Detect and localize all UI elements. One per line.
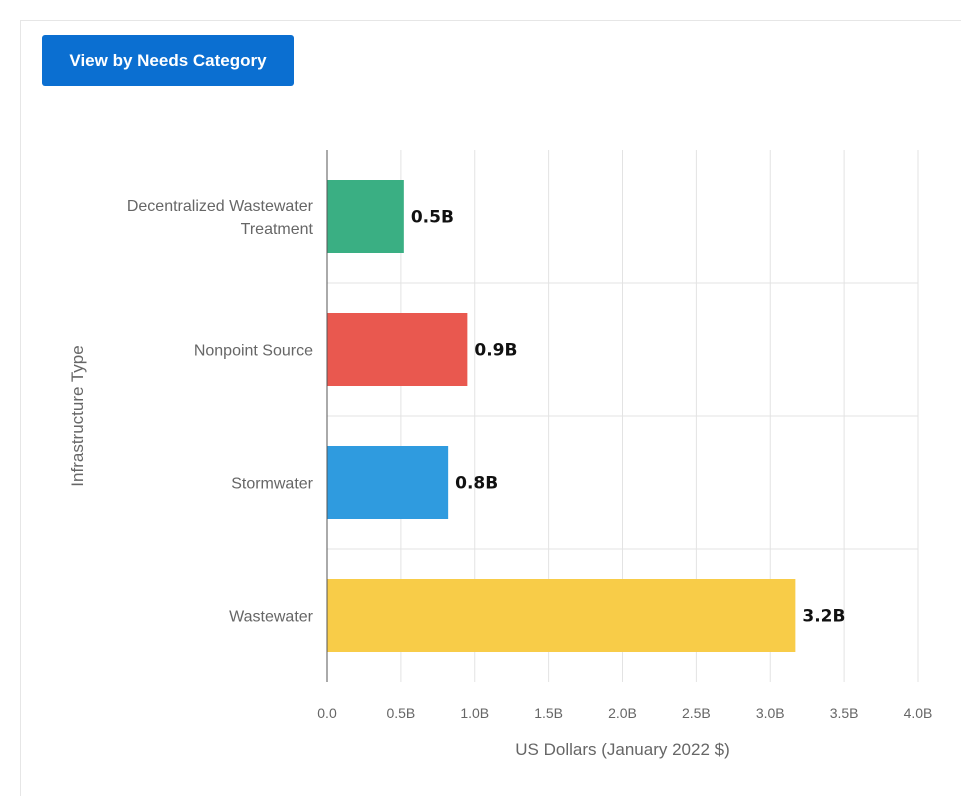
x-axis-title: US Dollars (January 2022 $) [515, 740, 729, 759]
category-label: Nonpoint Source [194, 343, 313, 360]
x-tick-label: 1.0B [460, 705, 489, 721]
chart-bars [327, 180, 796, 652]
y-axis-title: Infrastructure Type [68, 345, 87, 486]
category-label: Stormwater [231, 476, 313, 493]
view-by-needs-category-button[interactable]: View by Needs Category [42, 35, 294, 86]
x-tick-label: 1.5B [534, 705, 563, 721]
bar-data-label: 0.9B [474, 341, 517, 361]
x-tick-label: 2.0B [608, 705, 637, 721]
bar[interactable] [327, 180, 404, 253]
chart-labels: 0.0 0.5B 1.0B 1.5B 2.0B 2.5B 3.0B 3.5B 4.0B 0.5B D… [127, 198, 933, 721]
x-tick-label: 3.0B [756, 705, 785, 721]
x-tick-label: 0.0 [317, 705, 337, 721]
bar[interactable] [327, 579, 796, 652]
category-label: Wastewater [229, 609, 314, 626]
x-tick-label: 4.0B [904, 705, 933, 721]
bar-data-label: 0.5B [411, 208, 454, 228]
panel-top-border [20, 20, 961, 21]
category-label: Decentralized Wastewater [127, 198, 314, 215]
bar[interactable] [327, 313, 468, 386]
x-tick-label: 0.5B [386, 705, 415, 721]
bar-data-label: 0.8B [455, 474, 498, 494]
panel-left-border [20, 20, 21, 796]
x-tick-label: 3.5B [830, 705, 859, 721]
bar[interactable] [327, 446, 449, 519]
category-label: Treatment [241, 221, 314, 238]
x-tick-label: 2.5B [682, 705, 711, 721]
bar-data-label: 3.2B [802, 607, 845, 627]
